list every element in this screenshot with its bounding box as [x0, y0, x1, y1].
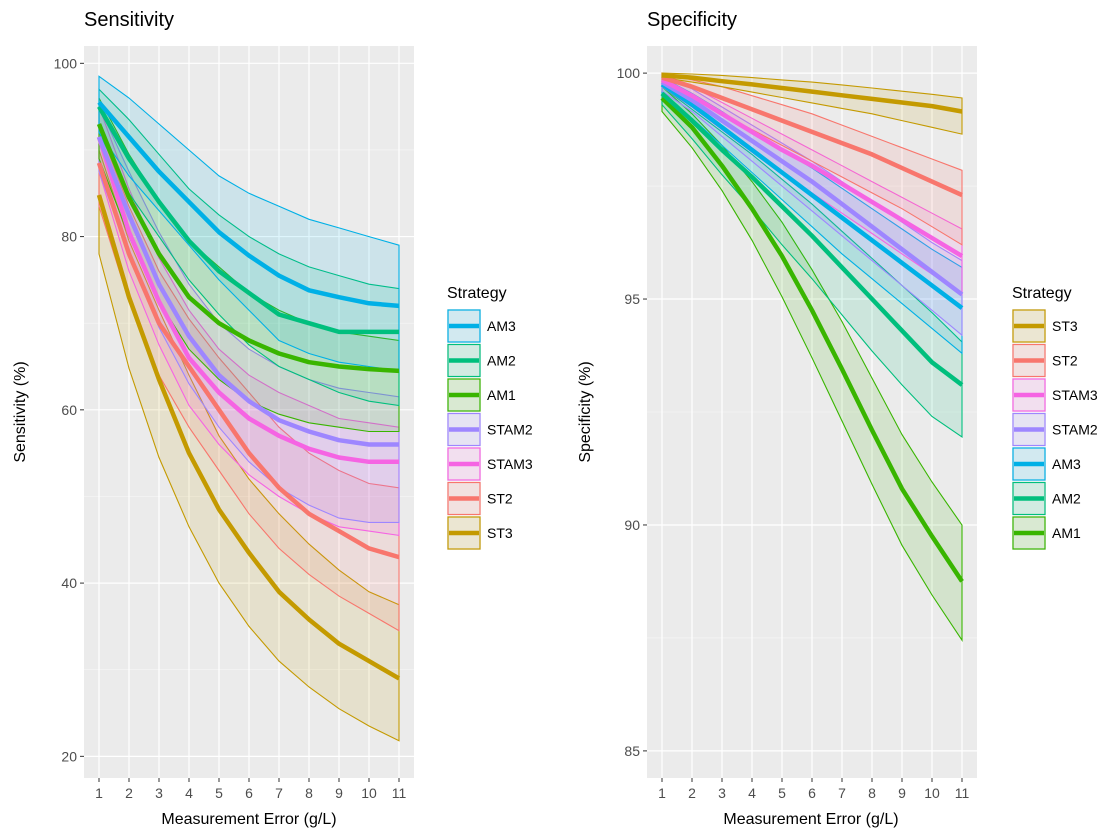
x-tick-label: 11 — [955, 785, 970, 801]
x-tick-label: 6 — [808, 785, 816, 801]
x-tick-label: 6 — [245, 785, 253, 801]
x-tick-label: 11 — [392, 785, 407, 801]
y-axis-label: Specificity (%) — [577, 361, 594, 462]
series-line-am3 — [660, 82, 964, 310]
y-tick-label: 80 — [61, 229, 77, 245]
series-line-st3 — [661, 73, 963, 114]
series-line-am2 — [97, 105, 399, 335]
series-line-am1 — [96, 123, 400, 374]
x-tick-label: 10 — [924, 785, 940, 801]
series-line-st2 — [661, 75, 963, 198]
x-tick-label: 7 — [838, 785, 846, 801]
legend: AM3 AM2 AM1 STAM2 STAM3 ST2 ST3 — [447, 309, 533, 550]
specificity-chart: Specificity Specificity (%) Measurement … — [577, 9, 1098, 828]
series-line-st2 — [96, 162, 400, 560]
x-tick-label: 5 — [215, 785, 223, 801]
x-tick-label: 1 — [658, 785, 666, 801]
legend-title: Strategy — [447, 285, 507, 302]
legend-label: AM3 — [1052, 456, 1081, 472]
y-tick-label: 60 — [61, 402, 77, 418]
x-tick-label: 7 — [275, 785, 283, 801]
series-line-stam2 — [660, 80, 964, 297]
x-tick-label: 9 — [898, 785, 906, 801]
x-tick-label: 8 — [305, 785, 313, 801]
y-tick-label: 40 — [61, 575, 77, 591]
y-tick-label: 20 — [61, 748, 77, 764]
x-axis-label: Measurement Error (g/L) — [161, 811, 336, 828]
x-axis-label: Measurement Error (g/L) — [723, 811, 898, 828]
series-line-stam2 — [96, 136, 399, 447]
legend-label: AM2 — [487, 353, 516, 369]
x-tick-label: 1 — [95, 785, 103, 801]
plot-area — [84, 46, 414, 778]
x-tick-label: 2 — [688, 785, 696, 801]
sensitivity-chart: Sensitivity Sensitivity (%) Measurement … — [12, 9, 533, 828]
x-tick-label: 10 — [361, 785, 377, 801]
ribbon-am1 — [661, 85, 963, 643]
series-line-am3 — [97, 100, 400, 309]
y-tick-label: 90 — [624, 517, 640, 533]
chart-title: Specificity — [647, 9, 737, 31]
y-tick-label: 100 — [54, 55, 78, 71]
legend-label: AM2 — [1052, 491, 1081, 507]
legend-label: STAM3 — [487, 456, 533, 472]
ribbon-st2 — [98, 128, 400, 632]
x-tick-label: 2 — [125, 785, 133, 801]
y-tick-label: 85 — [624, 743, 640, 759]
legend-label: STAM3 — [1052, 387, 1098, 403]
legend-label: STAM2 — [487, 422, 533, 438]
legend-label: AM1 — [1052, 525, 1081, 541]
legend-label: ST3 — [1052, 318, 1078, 334]
y-axis-label: Sensitivity (%) — [12, 361, 29, 462]
x-tick-label: 4 — [185, 785, 193, 801]
legend-label: AM1 — [487, 387, 516, 403]
x-tick-label: 4 — [748, 785, 756, 801]
legend-label: AM3 — [487, 318, 516, 334]
x-tick-label: 3 — [155, 785, 163, 801]
series-line-stam3 — [660, 77, 964, 259]
series-line-st3 — [96, 194, 401, 681]
ribbon-stam2 — [98, 106, 400, 523]
x-tick-label: 5 — [778, 785, 786, 801]
series-line-am2 — [660, 91, 964, 387]
legend-label: ST3 — [487, 525, 513, 541]
legend-title: Strategy — [1012, 285, 1072, 302]
x-tick-label: 3 — [718, 785, 726, 801]
legend: ST3 ST2 STAM3 STAM2 AM3 AM2 AM1 — [1012, 309, 1098, 550]
legend-label: STAM2 — [1052, 422, 1098, 438]
ribbon-stam3 — [98, 106, 400, 537]
x-tick-label: 8 — [868, 785, 876, 801]
series-line-stam3 — [96, 136, 399, 465]
ribbon-st3 — [661, 72, 963, 135]
plot-area — [647, 46, 977, 778]
legend-label: ST2 — [1052, 353, 1078, 369]
chart-title: Sensitivity — [84, 9, 174, 31]
x-tick-label: 9 — [335, 785, 343, 801]
y-tick-label: 100 — [617, 65, 641, 81]
legend-label: ST2 — [487, 491, 513, 507]
series-line-am1 — [660, 96, 964, 583]
ribbon-st3 — [98, 149, 400, 742]
y-tick-label: 95 — [624, 291, 640, 307]
